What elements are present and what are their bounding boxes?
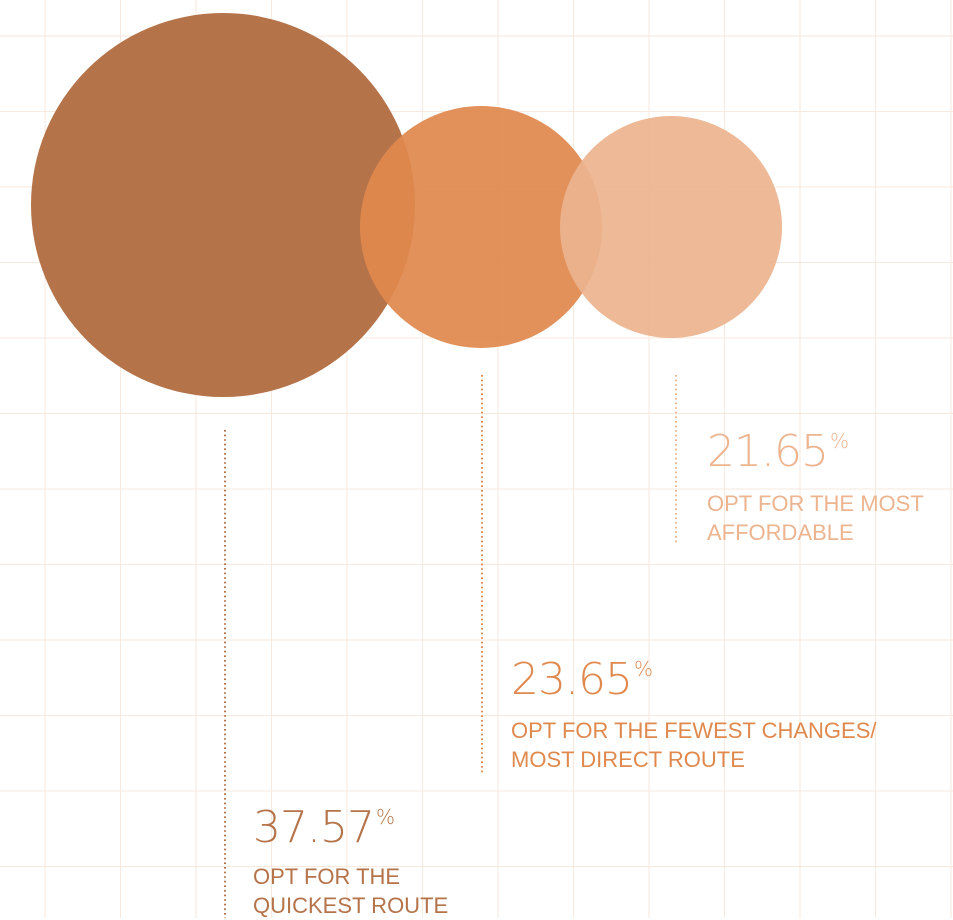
percent-sign: % xyxy=(829,429,849,453)
value-label-3: 21.65% xyxy=(707,430,849,474)
bubble-2 xyxy=(360,106,602,348)
bubble-3 xyxy=(560,116,782,338)
bubbles-group xyxy=(31,13,782,397)
description-line: OPT FOR THE FEWEST CHANGES/ xyxy=(511,718,877,743)
description-line: QUICKEST ROUTE xyxy=(253,893,449,918)
bubble-1 xyxy=(31,13,415,397)
description-line: MOST DIRECT ROUTE xyxy=(511,747,745,772)
description-line: OPT FOR THE xyxy=(253,864,401,889)
percent-sign: % xyxy=(633,657,653,681)
value-label-1: 37.57% xyxy=(253,806,395,850)
percent-sign: % xyxy=(375,805,395,829)
description-label-2: OPT FOR THE FEWEST CHANGES/MOST DIRECT R… xyxy=(511,716,877,774)
description-line: AFFORDABLE xyxy=(707,520,854,545)
value-number: 21.65 xyxy=(707,426,829,477)
description-label-1: OPT FOR THE QUICKEST ROUTE xyxy=(253,862,448,920)
leader-lines-group xyxy=(224,375,677,918)
value-number: 37.57 xyxy=(253,802,375,853)
value-number: 23.65 xyxy=(511,654,633,705)
value-label-2: 23.65% xyxy=(511,658,653,702)
description-line: OPT FOR THE MOST xyxy=(707,491,924,516)
description-label-3: OPT FOR THE MOST AFFORDABLE xyxy=(707,489,924,547)
